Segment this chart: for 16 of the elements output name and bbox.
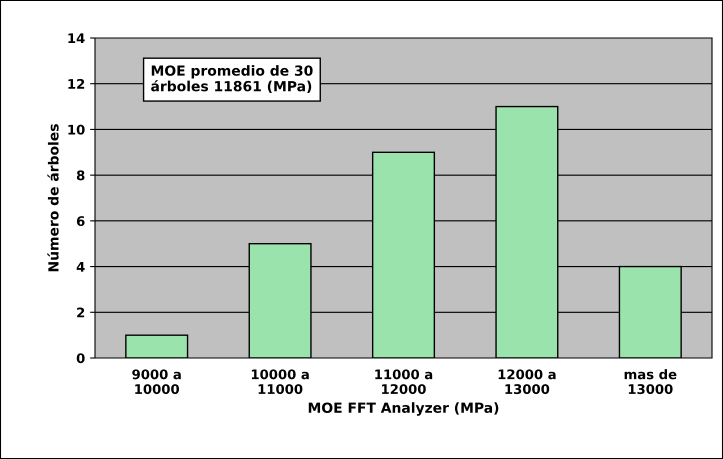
x-tick-label: 10000 a 11000 (252, 369, 309, 394)
x-tick-label: 9000 a 10000 (132, 369, 181, 394)
y-tick-label: 10 (68, 124, 85, 135)
y-tick-label: 8 (76, 170, 84, 180)
x-tick-label: 12000 a 13000 (498, 369, 556, 394)
y-tick-label: 0 (76, 353, 85, 364)
annotation: MOE promedio de 30 árboles 11861 (MPa) (151, 65, 313, 94)
x-axis-title: MOE FFT Analyzer (MPa) (308, 402, 498, 416)
y-tick-label: 6 (76, 216, 85, 226)
y-tick-label: 2 (77, 308, 84, 318)
y-tick-label: 4 (76, 262, 85, 272)
x-tick-label: mas de 13000 (624, 369, 676, 394)
x-tick-label: 11000 a 12000 (375, 369, 432, 394)
y-tick-label: 14 (68, 33, 85, 44)
y-axis-title: Número de árboles (47, 124, 59, 272)
y-tick-label: 12 (68, 78, 84, 89)
